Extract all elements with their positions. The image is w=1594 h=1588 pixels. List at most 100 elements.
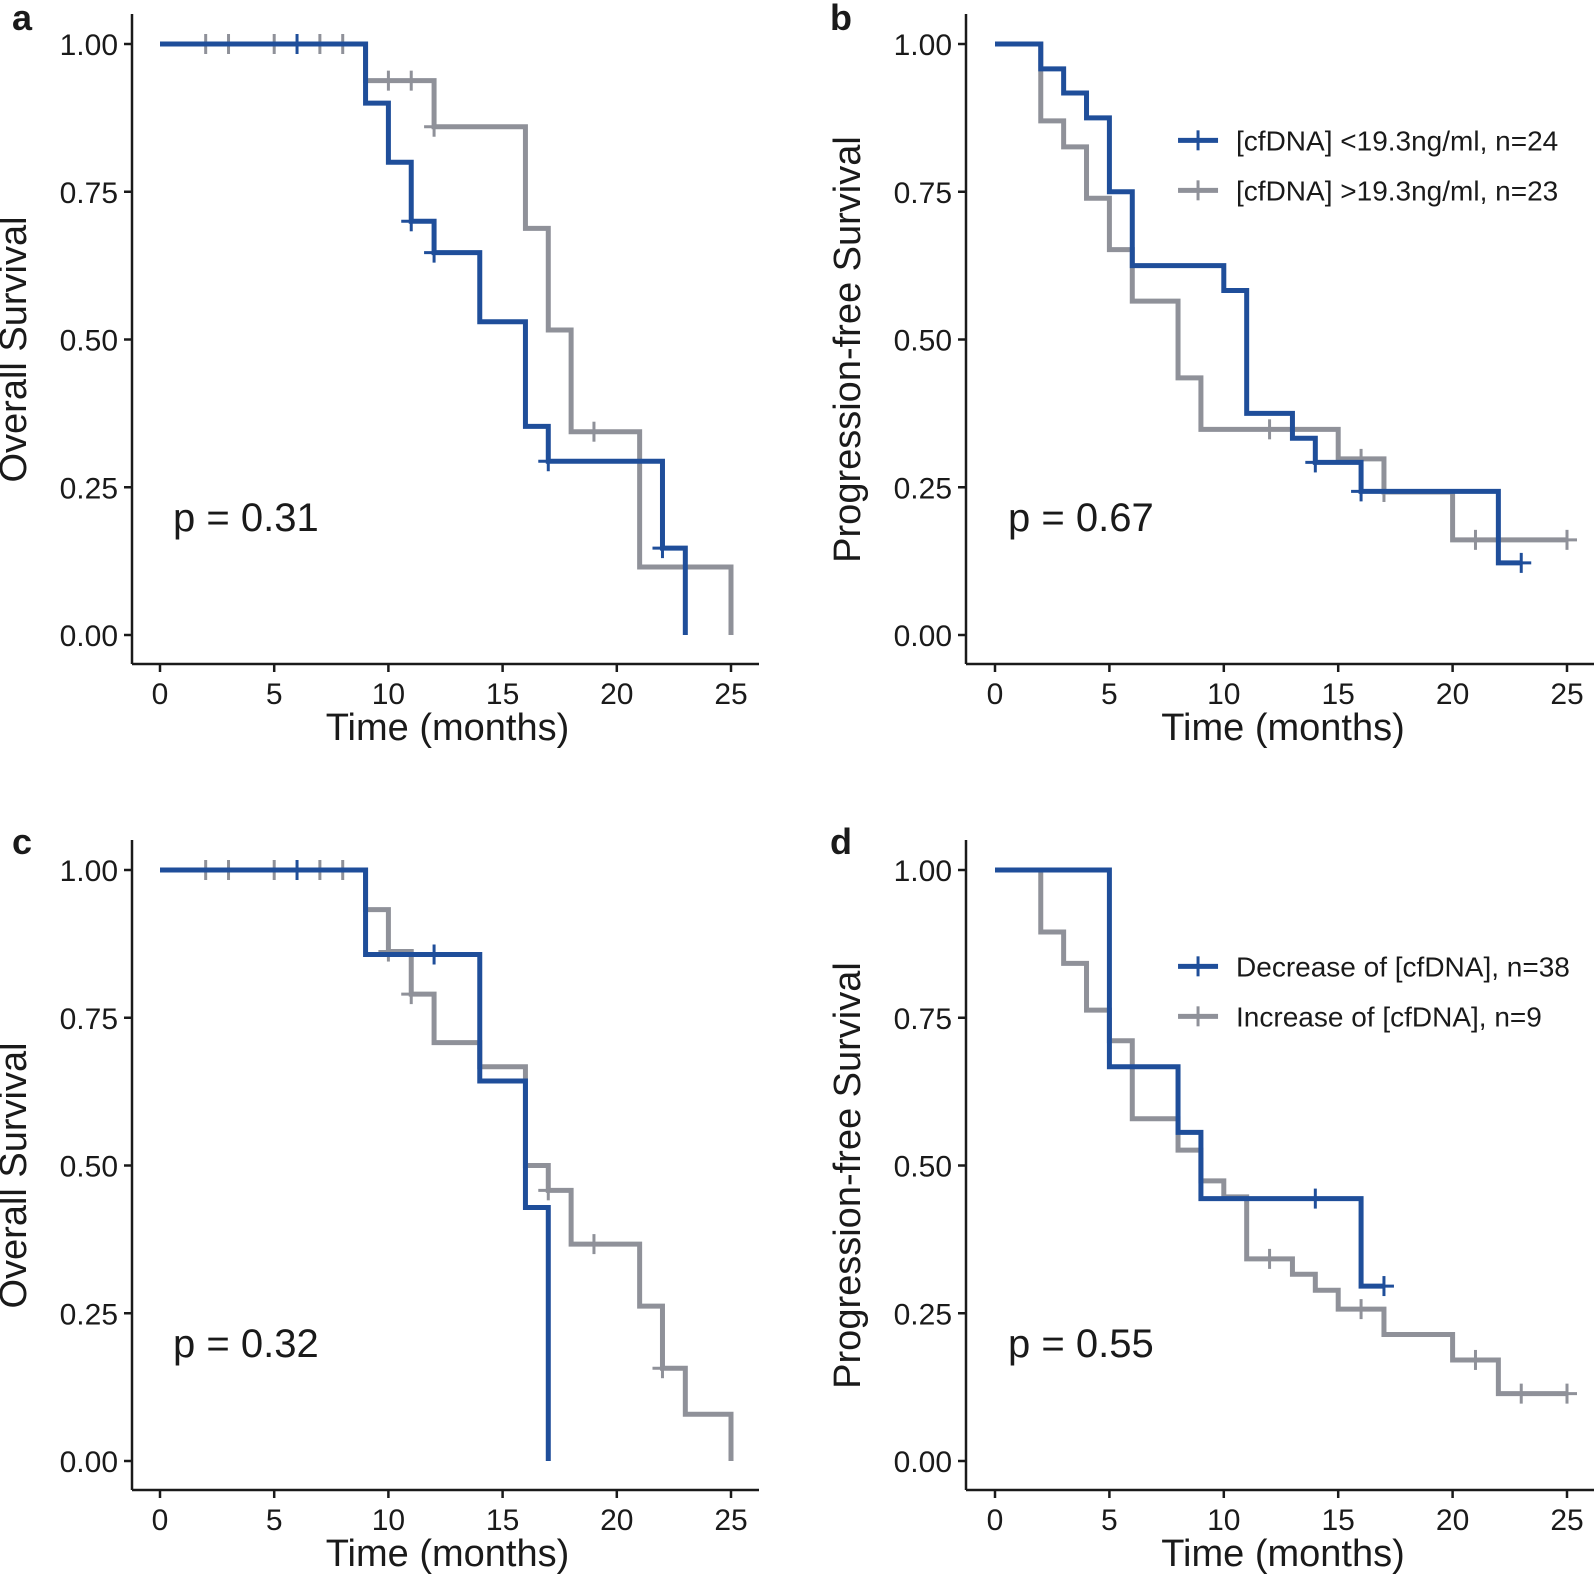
x-tick-label: 5 xyxy=(1101,1504,1118,1537)
legend-label: [cfDNA] <19.3ng/ml, n=24 xyxy=(1236,125,1558,156)
censor-mark-gray xyxy=(583,1234,604,1255)
censor-mark-gray xyxy=(1511,1383,1532,1404)
y-tick-label: 0.00 xyxy=(894,1446,952,1479)
censor-mark-gray xyxy=(424,116,445,137)
y-tick-label: 0.25 xyxy=(894,472,952,505)
y-tick-label: 1.00 xyxy=(60,855,118,888)
x-tick-label: 15 xyxy=(1322,678,1355,711)
y-tick-label: 0.00 xyxy=(60,1446,118,1479)
y-tick-label: 0.00 xyxy=(894,620,952,653)
censor-mark-gray xyxy=(1465,1349,1486,1370)
x-tick-label: 15 xyxy=(1322,1504,1355,1537)
x-tick-label: 5 xyxy=(266,678,283,711)
y-tick-label: 0.75 xyxy=(894,1003,952,1036)
censor-mark-gray xyxy=(1465,529,1486,550)
x-tick-label: 0 xyxy=(987,678,1004,711)
panel-b: b 0.00 0.25 0.50 0.75 1.00 0 5 10 15 20 25 Time (mon… xyxy=(827,0,1594,749)
x-tick-label: 10 xyxy=(1207,678,1240,711)
x-axis-title: Time (months) xyxy=(326,707,570,749)
y-axis-title: Progression-free Survival xyxy=(827,962,869,1389)
survival-curve-blue xyxy=(160,41,688,635)
y-tick-label: 0.50 xyxy=(60,325,118,358)
legend-item: [cfDNA] <19.3ng/ml, n=24 xyxy=(1178,125,1558,156)
censor-mark-blue xyxy=(287,860,308,880)
x-tick-label: 20 xyxy=(600,1504,633,1537)
x-tick-label: 10 xyxy=(372,678,405,711)
survival-curve-blue xyxy=(995,867,1384,1289)
censor-mark-gray xyxy=(1557,529,1577,550)
censor-mark-blue xyxy=(652,538,673,559)
panel-c: c 0.00 0.25 0.50 0.75 1.00 0 5 10 15 20 25 Time (mon… xyxy=(0,821,759,1575)
censor-mark-blue xyxy=(1305,452,1326,473)
x-tick-label: 20 xyxy=(1436,678,1469,711)
x-tick-label: 20 xyxy=(600,678,633,711)
panel-letter: b xyxy=(830,0,852,38)
panel-a: a 0.00 0.25 0.50 0.75 1.00 0 5 10 15 20 25 Time (mon… xyxy=(0,0,759,749)
panel-d: d 0.00 0.25 0.50 0.75 1.00 0 5 10 15 20 25 Time (mon… xyxy=(827,821,1594,1575)
x-tick-label: 10 xyxy=(1207,1504,1240,1537)
x-tick-label: 5 xyxy=(266,1504,283,1537)
panel-letter: a xyxy=(12,0,33,38)
legend-label: Increase of [cfDNA], n=9 xyxy=(1236,1001,1542,1032)
p-value-label: p = 0.55 xyxy=(1008,1322,1154,1366)
x-tick-label: 20 xyxy=(1436,1504,1469,1537)
x-axis-title: Time (months) xyxy=(1161,1533,1405,1575)
survival-curve-blue xyxy=(160,867,551,1461)
y-tick-label: 0.50 xyxy=(60,1151,118,1184)
legend-label: Decrease of [cfDNA], n=38 xyxy=(1236,951,1570,982)
censor-mark-gray xyxy=(401,70,422,91)
x-axis-title: Time (months) xyxy=(326,1533,570,1575)
censor-mark-blue xyxy=(1373,1276,1394,1297)
panel-letter: c xyxy=(12,821,32,862)
censor-mark-gray xyxy=(652,1358,673,1379)
x-tick-label: 25 xyxy=(714,678,747,711)
x-tick-label: 0 xyxy=(152,1504,169,1537)
p-value-label: p = 0.32 xyxy=(173,1322,319,1366)
x-tick-label: 0 xyxy=(152,678,169,711)
survival-curve-gray xyxy=(995,867,1567,1397)
panel-letter: d xyxy=(830,821,852,862)
censor-mark-blue xyxy=(538,451,559,472)
y-tick-label: 1.00 xyxy=(894,29,952,62)
x-tick-label: 10 xyxy=(372,1504,405,1537)
x-axis-title: Time (months) xyxy=(1161,707,1405,749)
censor-mark-gray xyxy=(583,421,604,442)
censor-mark-blue xyxy=(424,242,445,263)
p-value-label: p = 0.67 xyxy=(1008,496,1154,540)
legend-item: Decrease of [cfDNA], n=38 xyxy=(1178,951,1570,982)
legend-item: Increase of [cfDNA], n=9 xyxy=(1178,1001,1542,1032)
x-tick-label: 25 xyxy=(1550,678,1583,711)
censor-mark-blue xyxy=(1351,481,1372,502)
censor-mark-blue xyxy=(424,944,445,965)
censor-mark-blue xyxy=(1305,1188,1326,1209)
x-tick-label: 5 xyxy=(1101,678,1118,711)
y-tick-label: 0.25 xyxy=(60,472,118,505)
y-tick-label: 0.75 xyxy=(60,1003,118,1036)
y-tick-label: 0.75 xyxy=(894,177,952,210)
x-tick-label: 0 xyxy=(987,1504,1004,1537)
y-tick-label: 1.00 xyxy=(60,29,118,62)
censor-mark-gray xyxy=(401,984,422,1005)
censor-mark-blue xyxy=(401,211,422,232)
y-tick-label: 0.50 xyxy=(894,325,952,358)
censor-mark-gray xyxy=(1557,1383,1577,1404)
survival-curve-gray xyxy=(995,41,1567,543)
censor-mark-gray xyxy=(1259,1248,1280,1269)
y-axis-title: Progression-free Survival xyxy=(827,136,869,563)
survival-curve-blue xyxy=(995,41,1522,566)
x-tick-label: 25 xyxy=(714,1504,747,1537)
censor-mark-blue xyxy=(1511,552,1532,573)
y-tick-label: 0.75 xyxy=(60,177,118,210)
p-value-label: p = 0.31 xyxy=(173,496,319,540)
survival-curve-gray xyxy=(160,41,734,635)
legend-item: [cfDNA] >19.3ng/ml, n=23 xyxy=(1178,175,1558,206)
censor-mark-blue xyxy=(287,34,308,54)
y-tick-label: 0.00 xyxy=(60,620,118,653)
censor-mark-gray xyxy=(378,70,399,91)
y-tick-label: 1.00 xyxy=(894,855,952,888)
y-tick-label: 0.50 xyxy=(894,1151,952,1184)
legend-label: [cfDNA] >19.3ng/ml, n=23 xyxy=(1236,175,1558,206)
censor-mark-gray xyxy=(1351,1299,1372,1320)
censor-mark-gray xyxy=(538,1180,559,1201)
